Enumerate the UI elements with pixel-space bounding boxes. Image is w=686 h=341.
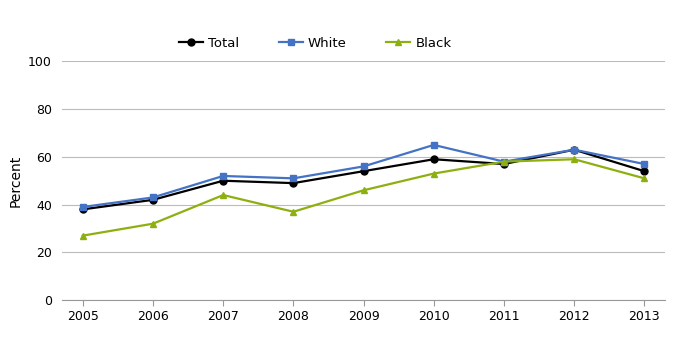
Total (219, 179, 227, 183)
White (429, 143, 438, 147)
Line: Total: Total (80, 146, 648, 213)
Total (289, 181, 298, 185)
Black (640, 176, 648, 180)
Black (79, 234, 87, 238)
Black (289, 210, 298, 214)
White (500, 160, 508, 164)
Total (359, 169, 368, 173)
Black (429, 172, 438, 176)
Black (570, 157, 578, 161)
White (149, 195, 157, 199)
Black (149, 222, 157, 226)
Y-axis label: Percent: Percent (9, 154, 23, 207)
White (359, 164, 368, 168)
White (219, 174, 227, 178)
Total (79, 207, 87, 211)
Black (359, 188, 368, 192)
Black (500, 160, 508, 164)
White (570, 148, 578, 152)
White (289, 176, 298, 180)
Total (500, 162, 508, 166)
Black (219, 193, 227, 197)
White (79, 205, 87, 209)
White (640, 162, 648, 166)
Total (640, 169, 648, 173)
Total (429, 157, 438, 161)
Total (570, 148, 578, 152)
Total (149, 198, 157, 202)
Legend: Total, White, Black: Total, White, Black (179, 37, 451, 50)
Line: White: White (80, 142, 648, 210)
Line: Black: Black (80, 156, 648, 239)
